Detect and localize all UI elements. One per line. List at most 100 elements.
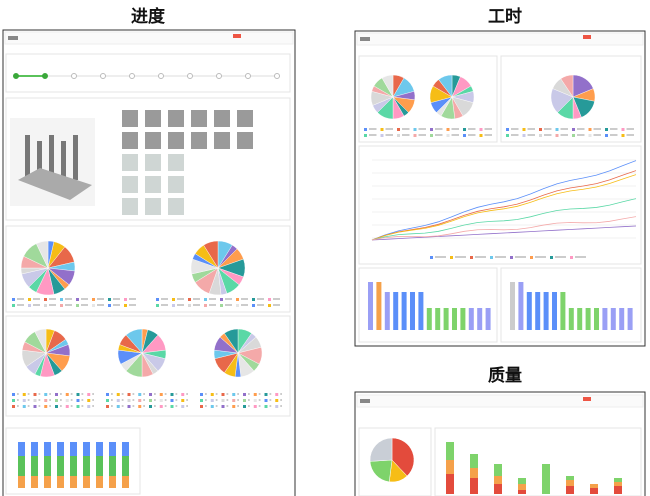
legend-text: [435, 256, 446, 258]
bar: [627, 308, 633, 330]
legend-swatch: [55, 405, 58, 408]
bar-segment: [44, 456, 51, 476]
milestone: [216, 73, 222, 79]
legend-swatch: [149, 399, 152, 402]
legend-swatch: [522, 128, 526, 131]
legend-swatch: [555, 128, 559, 131]
legend-text: [65, 304, 72, 306]
legend-swatch: [170, 399, 174, 402]
bar: [568, 308, 574, 330]
part-thumb: [237, 132, 253, 149]
legend-text: [273, 304, 280, 306]
legend-swatch: [12, 304, 15, 307]
bar: [518, 282, 524, 330]
legend-text: [215, 405, 218, 407]
bar-segment: [31, 456, 38, 476]
bar: [526, 292, 532, 330]
part-thumb: [214, 110, 230, 127]
legend-text: [258, 405, 261, 407]
legend-text: [154, 405, 156, 407]
bar-segment: [542, 474, 550, 494]
legend-swatch: [522, 134, 526, 137]
legend-text: [177, 304, 184, 306]
legend-swatch: [572, 128, 575, 131]
part-thumb: [145, 198, 161, 215]
legend-text: [418, 128, 426, 130]
milestone: [245, 73, 251, 79]
bar-segment: [494, 484, 502, 494]
legend-swatch: [44, 399, 48, 402]
part-thumb: [237, 110, 253, 127]
legend-swatch: [446, 128, 450, 131]
legend-text: [475, 256, 486, 258]
legend-text: [269, 393, 272, 395]
legend-swatch: [555, 134, 559, 137]
legend-text: [495, 256, 506, 258]
bar-segment: [446, 460, 454, 474]
legend-text: [511, 134, 519, 136]
part-thumb: [191, 110, 207, 127]
legend-text: [468, 134, 476, 136]
bar-segment: [614, 478, 622, 482]
legend-swatch: [510, 256, 513, 259]
legend-swatch: [264, 405, 268, 408]
legend-text: [186, 405, 188, 407]
legend-text: [177, 298, 184, 300]
legend-text: [49, 298, 56, 300]
logo: [8, 36, 18, 40]
model-part: [25, 135, 30, 180]
bar-segment: [83, 442, 90, 456]
legend-swatch: [124, 304, 127, 307]
bar: [410, 292, 415, 330]
legend-swatch: [181, 393, 185, 396]
legend-text: [154, 393, 156, 395]
legend-text: [60, 405, 62, 407]
milestone: [158, 73, 164, 79]
legend-swatch: [450, 256, 453, 259]
legend-swatch: [570, 256, 573, 259]
bar: [384, 292, 390, 330]
legend-swatch: [138, 393, 142, 396]
legend-text: [97, 298, 104, 300]
legend-swatch: [60, 304, 63, 307]
legend-swatch: [380, 128, 384, 131]
bar-segment: [518, 490, 526, 494]
legend-text: [132, 393, 135, 395]
bar: [426, 308, 432, 330]
legend-swatch: [506, 134, 509, 137]
legend-text: [164, 399, 167, 401]
milestone: [42, 73, 48, 79]
legend-text: [38, 393, 41, 395]
legend-swatch: [172, 298, 175, 301]
legend-text: [121, 393, 124, 395]
legend-text: [257, 304, 264, 306]
legend-swatch: [200, 405, 203, 408]
part-thumb: [122, 198, 138, 215]
bar-segment: [122, 476, 129, 488]
legend-swatch: [605, 134, 608, 137]
bar: [543, 292, 549, 330]
bar-segment: [109, 442, 116, 456]
legend-text: [575, 256, 586, 258]
legend-swatch: [221, 393, 225, 396]
bar-segment: [44, 442, 51, 456]
legend-swatch: [252, 298, 255, 301]
legend-swatch: [12, 393, 15, 396]
legend-text: [27, 393, 30, 395]
bar-segment: [57, 476, 64, 488]
legend-text: [215, 399, 218, 401]
bar-segment: [566, 480, 574, 486]
part-thumb: [145, 110, 161, 127]
line-series: [371, 198, 637, 241]
bar-segment: [18, 476, 25, 488]
legend-text: [97, 304, 104, 306]
legend-text: [121, 405, 124, 407]
legend-text: [129, 304, 136, 306]
legend-swatch: [200, 393, 203, 396]
legend-text: [511, 128, 519, 130]
legend-swatch: [33, 405, 37, 408]
bar-segment: [109, 476, 116, 488]
pie-slice: [369, 437, 393, 462]
legend-swatch: [253, 399, 257, 402]
